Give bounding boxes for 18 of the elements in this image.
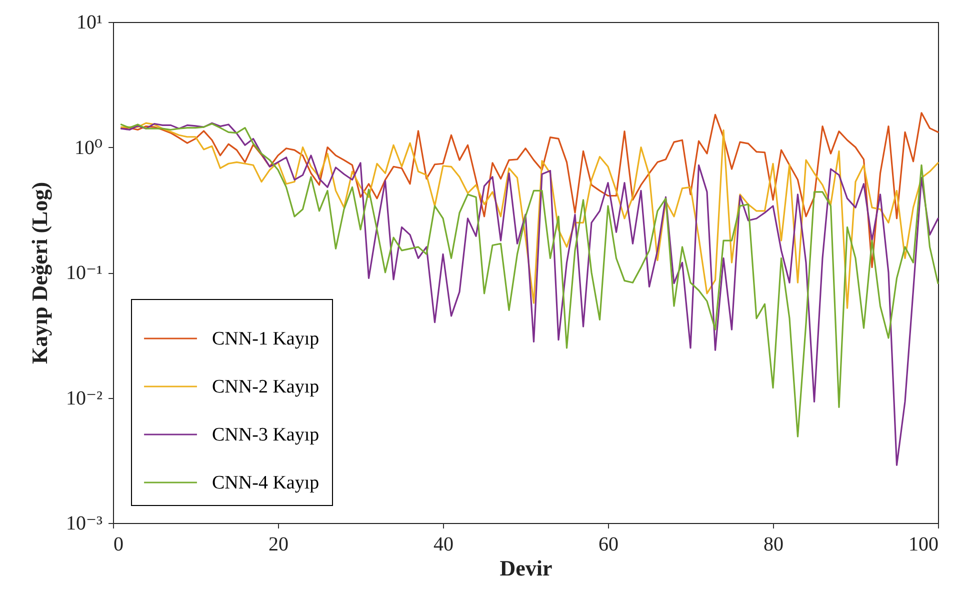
y-axis-title: Kayıp Değeri (Log) (26, 182, 52, 364)
x-tick-label: 80 (764, 534, 784, 556)
y-tick-label: 10⁻¹ (66, 262, 102, 284)
x-axis-title: Devir (500, 556, 552, 580)
legend-label: CNN-2 Kayıp (212, 376, 320, 398)
legend-label: CNN-3 Kayıp (212, 424, 320, 446)
x-tick-label: 40 (434, 534, 454, 556)
y-tick-label: 10⁰ (74, 136, 102, 159)
line-series (120, 122, 939, 309)
x-tick-label: 20 (268, 534, 288, 556)
x-tick-label: 100 (908, 534, 938, 556)
x-tick-label: 0 (114, 534, 124, 556)
legend-label: CNN-1 Kayıp (212, 328, 320, 350)
y-tick-label: 10⁻³ (66, 512, 102, 534)
y-tick-label: 10⁻² (66, 387, 102, 410)
legend-label: CNN-4 Kayıp (212, 472, 320, 494)
x-tick-label: 60 (598, 534, 618, 556)
y-tick-label: 10¹ (76, 12, 102, 34)
